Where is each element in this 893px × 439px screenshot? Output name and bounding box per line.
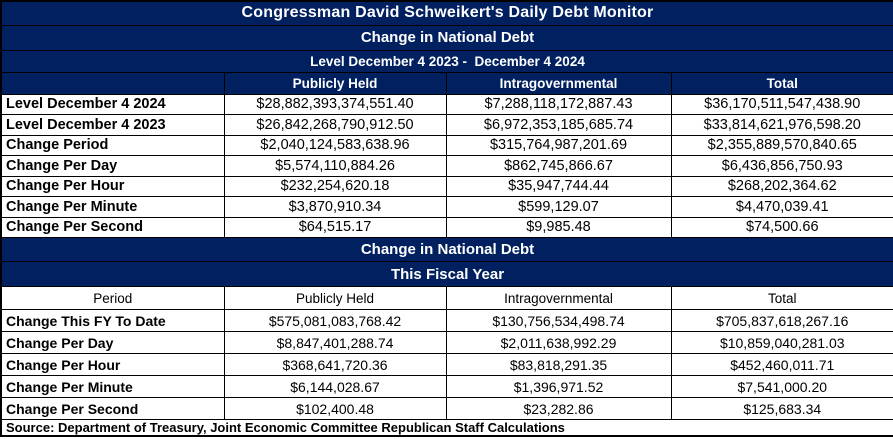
row-label: Change Per Second [0, 216, 225, 238]
cell-value: $35,947,744.44 [445, 175, 672, 197]
cell-value: $2,040,124,583,638.96 [223, 134, 447, 156]
cell-value: $83,818,291.35 [445, 353, 672, 376]
section2-header: Change in National Debt [0, 237, 893, 262]
table-row: Change Per Minute $3,870,910.34 $599,129… [0, 196, 893, 218]
cell-value: $4,470,039.41 [670, 196, 893, 218]
cell-value: $5,574,110,884.26 [223, 155, 447, 177]
table-row: Period Publicly Held Intragovernmental T… [0, 286, 893, 310]
cell-value: $599,129.07 [445, 196, 672, 218]
cell-value: $862,745,866.67 [445, 155, 672, 177]
col-header-total: Total [670, 71, 893, 95]
cell-value: $1,396,971.52 [445, 375, 672, 398]
cell-value: $130,756,534,498.74 [445, 309, 672, 332]
cell-value: $26,842,268,790,912.50 [223, 114, 447, 136]
col-header-intragovernmental: Intragovernmental [445, 71, 672, 95]
col-header-total: Total [670, 286, 893, 310]
col-header-period: Period [0, 286, 225, 310]
table-row: This Fiscal Year [0, 261, 893, 287]
source-note: Source: Department of Treasury, Joint Ec… [0, 419, 893, 437]
col-header-blank [0, 71, 225, 95]
cell-value: $232,254,620.18 [223, 175, 447, 197]
cell-value: $102,400.48 [223, 397, 447, 420]
cell-value: $10,859,040,281.03 [670, 331, 893, 354]
row-label: Change This FY To Date [0, 309, 225, 332]
row-label: Change Per Second [0, 397, 225, 420]
cell-value: $36,170,511,547,438.90 [670, 93, 893, 115]
section1-subheader: Level December 4 2023 - December 4 2024 [0, 49, 893, 73]
section2-subheader: This Fiscal Year [0, 261, 893, 287]
col-header-publicly-held: Publicly Held [223, 286, 447, 310]
cell-value: $74,500.66 [670, 216, 893, 238]
row-label: Level December 4 2023 [0, 114, 225, 136]
col-header-intragovernmental: Intragovernmental [445, 286, 672, 310]
cell-value: $8,847,401,288.74 [223, 331, 447, 354]
cell-value: $6,144,028.67 [223, 375, 447, 398]
table-row: Level December 4 2023 $26,842,268,790,91… [0, 114, 893, 136]
row-label: Change Per Hour [0, 175, 225, 197]
page-title: Congressman David Schweikert's Daily Deb… [0, 0, 893, 26]
table-row: Level December 4 2024 $28,882,393,374,55… [0, 93, 893, 115]
cell-value: $3,870,910.34 [223, 196, 447, 218]
row-label: Change Per Day [0, 155, 225, 177]
cell-value: $6,972,353,185,685.74 [445, 114, 672, 136]
cell-value: $7,288,118,172,887.43 [445, 93, 672, 115]
row-label: Level December 4 2024 [0, 93, 225, 115]
cell-value: $2,355,889,570,840.65 [670, 134, 893, 156]
cell-value: $33,814,621,976,598.20 [670, 114, 893, 136]
cell-value: $452,460,011.71 [670, 353, 893, 376]
cell-value: $268,202,364.62 [670, 175, 893, 197]
table-row: Level December 4 2023 - December 4 2024 [0, 49, 893, 73]
row-label: Change Per Hour [0, 353, 225, 376]
table-row: Congressman David Schweikert's Daily Deb… [0, 0, 893, 26]
cell-value: $23,282.86 [445, 397, 672, 420]
cell-value: $9,985.48 [445, 216, 672, 238]
table-row: Change Per Second $64,515.17 $9,985.48 $… [0, 216, 893, 238]
row-label: Change Per Day [0, 331, 225, 354]
cell-value: $7,541,000.20 [670, 375, 893, 398]
table-row: Publicly Held Intragovernmental Total [0, 71, 893, 95]
table-row: Change Per Second $102,400.48 $23,282.86… [0, 397, 893, 420]
cell-value: $125,683.34 [670, 397, 893, 420]
cell-value: $28,882,393,374,551.40 [223, 93, 447, 115]
table-row: Change Per Hour $232,254,620.18 $35,947,… [0, 175, 893, 197]
col-header-publicly-held: Publicly Held [223, 71, 447, 95]
table-row: Change Per Minute $6,144,028.67 $1,396,9… [0, 375, 893, 398]
row-label: Change Per Minute [0, 196, 225, 218]
row-label: Change Period [0, 134, 225, 156]
cell-value: $575,081,083,768.42 [223, 309, 447, 332]
cell-value: $705,837,618,267.16 [670, 309, 893, 332]
table-row: Change Per Hour $368,641,720.36 $83,818,… [0, 353, 893, 376]
cell-value: $368,641,720.36 [223, 353, 447, 376]
table-row: Change in National Debt [0, 24, 893, 51]
section1-header: Change in National Debt [0, 24, 893, 51]
cell-value: $6,436,856,750.93 [670, 155, 893, 177]
cell-value: $315,764,987,201.69 [445, 134, 672, 156]
table-row: Source: Department of Treasury, Joint Ec… [0, 419, 893, 437]
table-row: Change Per Day $8,847,401,288.74 $2,011,… [0, 331, 893, 354]
table-row: Change This FY To Date $575,081,083,768.… [0, 309, 893, 332]
row-label: Change Per Minute [0, 375, 225, 398]
cell-value: $2,011,638,992.29 [445, 331, 672, 354]
cell-value: $64,515.17 [223, 216, 447, 238]
table-row: Change Per Day $5,574,110,884.26 $862,74… [0, 155, 893, 177]
table-row: Change in National Debt [0, 237, 893, 262]
table-row: Change Period $2,040,124,583,638.96 $315… [0, 134, 893, 156]
